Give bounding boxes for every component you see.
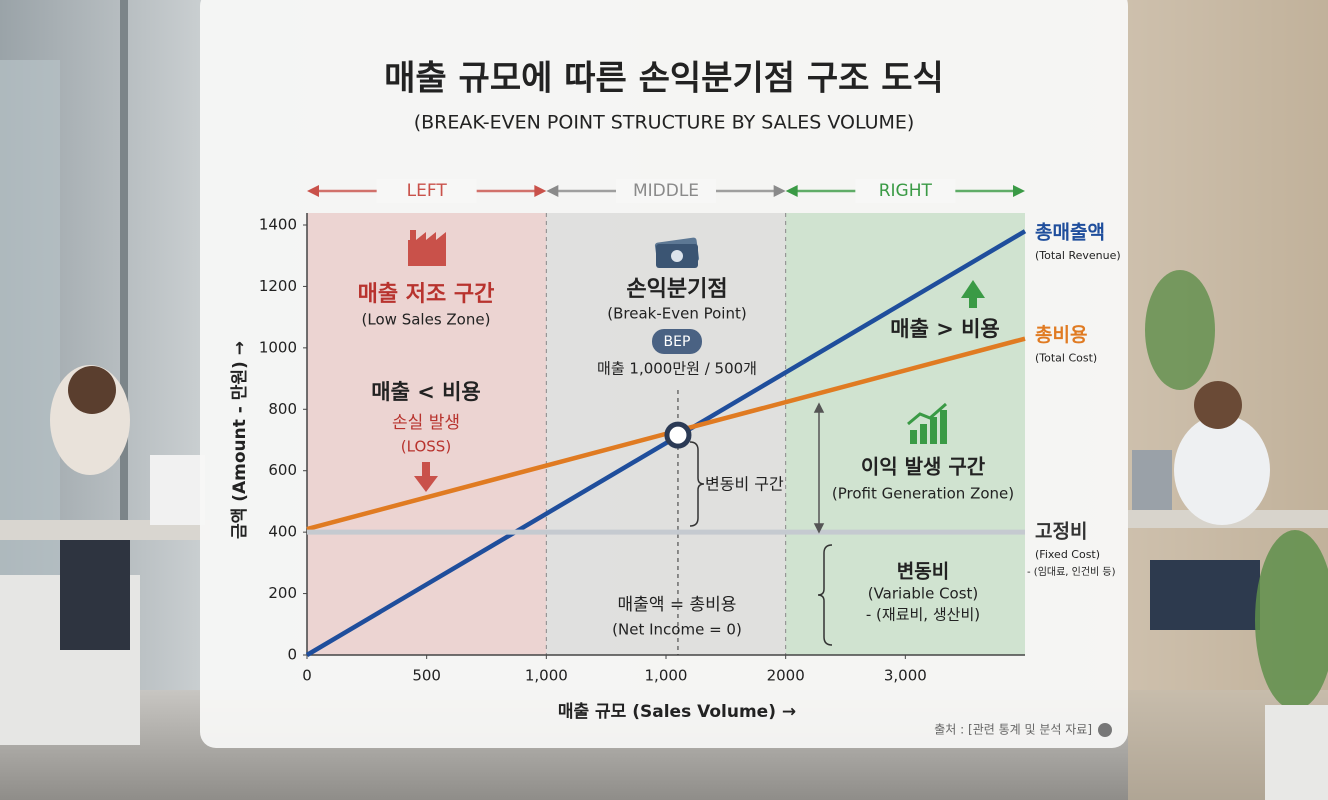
annotation: (Low Sales Zone) (362, 311, 491, 329)
y-tick-label: 600 (268, 461, 297, 479)
zone (307, 213, 547, 655)
annotation: 매출 저조 구간 (358, 282, 495, 307)
growth-icon (907, 402, 947, 444)
y-tick-label: 1000 (259, 338, 297, 356)
y-tick-label: 0 (287, 646, 297, 664)
series-line (305, 229, 1027, 657)
info-icon[interactable] (1098, 723, 1112, 737)
series-note: (Total Revenue) (1035, 249, 1121, 262)
zone (785, 213, 1025, 655)
y-tick-label: 1400 (259, 216, 297, 234)
x-tick-label: 0 (302, 667, 312, 685)
series-label: 총비용 (1035, 324, 1087, 346)
brace (689, 441, 705, 527)
profit-arrow (961, 280, 985, 308)
source: 출처 : [관련 통계 및 분석 자료] (934, 723, 1092, 737)
x-tick-label: 2000 (767, 667, 805, 685)
x-tick-label: 500 (412, 667, 441, 685)
y-axis-label: 금액 (Amount - 만원) → (230, 341, 250, 539)
money-icon (654, 237, 700, 268)
annotation: 이익 발생 구간 (861, 455, 986, 479)
y-tick-label: 400 (268, 523, 297, 541)
arrow-head (546, 185, 559, 197)
zone-label-bg (855, 179, 956, 203)
bep-label: BEP (664, 334, 691, 350)
annotation: (Variable Cost) (868, 585, 979, 603)
factory-icon (408, 230, 446, 266)
arrow-head (785, 185, 798, 197)
bep-point (664, 421, 692, 449)
zone-label: RIGHT (879, 181, 933, 201)
series-label: 고정비 (1035, 521, 1087, 543)
annotation: 매출 > 비용 (890, 317, 1000, 341)
y-tick-label: 800 (268, 400, 297, 418)
annotation: (Profit Generation Zone) (832, 485, 1014, 503)
annotation: 변동비 구간 (705, 475, 784, 494)
annotation: (Break-Even Point) (607, 305, 746, 323)
loss-arrow (414, 462, 438, 492)
series-detail: - (임대료, 인건비 등) (1027, 565, 1116, 578)
x-tick-label: 3,000 (884, 667, 927, 685)
annotation: 손실 발생 (392, 413, 460, 433)
annotation: 변동비 (897, 561, 949, 583)
x-tick-label: 1,000 (645, 667, 688, 685)
annotation: (Net Income = 0) (612, 621, 742, 639)
zone-label: MIDDLE (633, 181, 699, 201)
series-label: 총매출액 (1035, 222, 1105, 244)
series-note: (Total Cost) (1035, 352, 1097, 365)
arrow-head (534, 185, 547, 197)
range-arrow (813, 402, 825, 534)
annotation: 손익분기점 (626, 277, 727, 302)
chart-title: 매출 규모에 따른 손익분기점 구조 도식 (384, 59, 944, 99)
arrow-head (1013, 185, 1025, 197)
y-tick-label: 1200 (259, 277, 297, 295)
zone-label: LEFT (407, 181, 448, 201)
bep-pill (652, 329, 702, 354)
annotation: 매출 < 비용 (371, 380, 481, 404)
zone-label-bg (616, 179, 716, 203)
arrow-head (307, 185, 319, 197)
annotation: - (재료비, 생산비) (866, 606, 980, 624)
plot-top: 총매출액 (Total Revenue) 총비용 (Total Cost) 고정비 (Fi… (664, 222, 1121, 578)
x-axis-label: 매출 규모 (Sales Volume) → (558, 702, 796, 722)
annotation: 매출 1,000만원 / 500개 (597, 360, 757, 378)
zone-label-bg (376, 179, 477, 203)
annotation: (LOSS) (401, 438, 451, 456)
y-tick-label: 200 (268, 584, 297, 602)
annotation: 매출액 = 총비용 (618, 595, 737, 615)
x-tick-label: 1,000 (525, 667, 568, 685)
brace (817, 544, 833, 646)
series-note: (Fixed Cost) (1035, 548, 1100, 561)
chart-subtitle: (BREAK-EVEN POINT STRUCTURE BY SALES VOL… (414, 112, 915, 134)
arrow-head (773, 185, 786, 197)
